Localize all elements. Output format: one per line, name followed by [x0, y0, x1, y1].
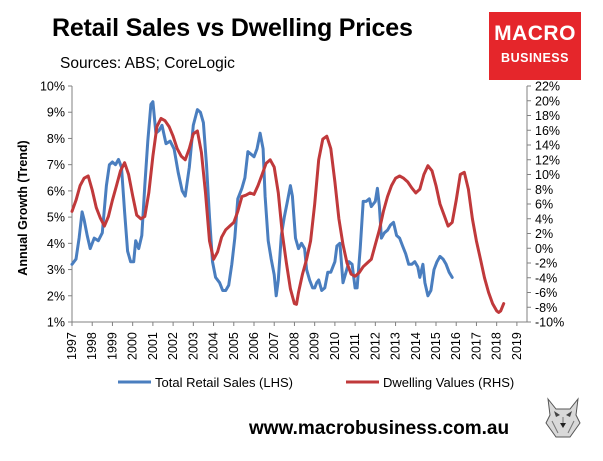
x-tick-label: 2010 [328, 332, 342, 360]
legend-label-retail: Total Retail Sales (LHS) [155, 375, 293, 390]
y-left-tick-label: 10% [40, 80, 65, 94]
macrobusiness-logo[interactable]: MACRO BUSINESS [489, 12, 581, 80]
wolf-mascot-icon [540, 393, 586, 441]
y-left-tick-label: 4% [47, 237, 65, 251]
y-left-tick-label: 2% [47, 289, 65, 303]
chart-title: Retail Sales vs Dwelling Prices [52, 14, 413, 42]
footer-url-link[interactable]: www.macrobusiness.com.au [249, 418, 510, 439]
x-tick-label: 2013 [389, 332, 403, 360]
x-tick-label: 2000 [126, 332, 140, 360]
y-right-tick-label: 20% [535, 94, 560, 108]
y-left-tick-label: 1% [47, 316, 65, 330]
y-left-tick-label: 9% [47, 106, 65, 120]
logo-line-2: BUSINESS [501, 51, 569, 65]
y-left-tick-label: 6% [47, 184, 65, 198]
x-tick-label: 2017 [469, 332, 483, 360]
x-tick-label: 2003 [186, 332, 200, 360]
y-right-tick-label: 22% [535, 80, 560, 94]
x-tick-label: 2014 [409, 332, 423, 360]
y-right-tick-label: 8% [535, 183, 553, 197]
x-tick-label: 2009 [308, 332, 322, 360]
y-right-tick-label: 0% [535, 242, 553, 256]
y-right-tick-label: -10% [535, 316, 564, 330]
y-right-tick-label: 16% [535, 124, 560, 138]
x-tick-label: 2012 [368, 332, 382, 360]
x-tick-label: 2008 [287, 332, 301, 360]
y-right-tick-label: 14% [535, 139, 560, 153]
y-right-tick-label: 6% [535, 198, 553, 212]
x-tick-label: 1997 [65, 332, 79, 360]
x-tick-label: 2007 [267, 332, 281, 360]
y-right-tick-label: 2% [535, 227, 553, 241]
y-right-tick-label: 4% [535, 212, 553, 226]
y-right-tick-label: 18% [535, 109, 560, 123]
chart-subtitle: Sources: ABS; CoreLogic [60, 55, 235, 72]
y-right-tick-label: -6% [535, 286, 557, 300]
retail-sales-line [70, 100, 454, 298]
x-tick-label: 2002 [166, 332, 180, 360]
y-right-tick-label: -2% [535, 257, 557, 271]
y-right-tick-label: 10% [535, 168, 560, 182]
y-axis-title: Annual Growth (Trend) [16, 140, 30, 275]
y-right-tick-label: -8% [535, 301, 557, 315]
y-left-tick-label: 7% [47, 158, 65, 172]
x-tick-label: 2016 [449, 332, 463, 360]
x-tick-label: 2005 [227, 332, 241, 360]
x-tick-label: 2004 [207, 332, 221, 360]
x-tick-label: 2006 [247, 332, 261, 360]
x-tick-label: 2015 [429, 332, 443, 360]
y-right-tick-label: 12% [535, 153, 560, 167]
x-tick-label: 1999 [105, 332, 119, 360]
y-left-tick-label: 3% [47, 263, 65, 277]
y-right-tick-label: -4% [535, 271, 557, 285]
x-tick-label: 1998 [85, 332, 99, 360]
x-tick-label: 2001 [146, 332, 160, 360]
x-tick-label: 2019 [510, 332, 524, 360]
y-left-tick-label: 8% [47, 132, 65, 146]
x-tick-label: 2018 [490, 332, 504, 360]
x-tick-label: 2011 [348, 333, 362, 360]
logo-line-1: MACRO [494, 22, 576, 45]
y-left-tick-label: 5% [47, 211, 65, 225]
dwelling-values-line [70, 116, 506, 314]
legend-label-dwelling: Dwelling Values (RHS) [383, 375, 514, 390]
